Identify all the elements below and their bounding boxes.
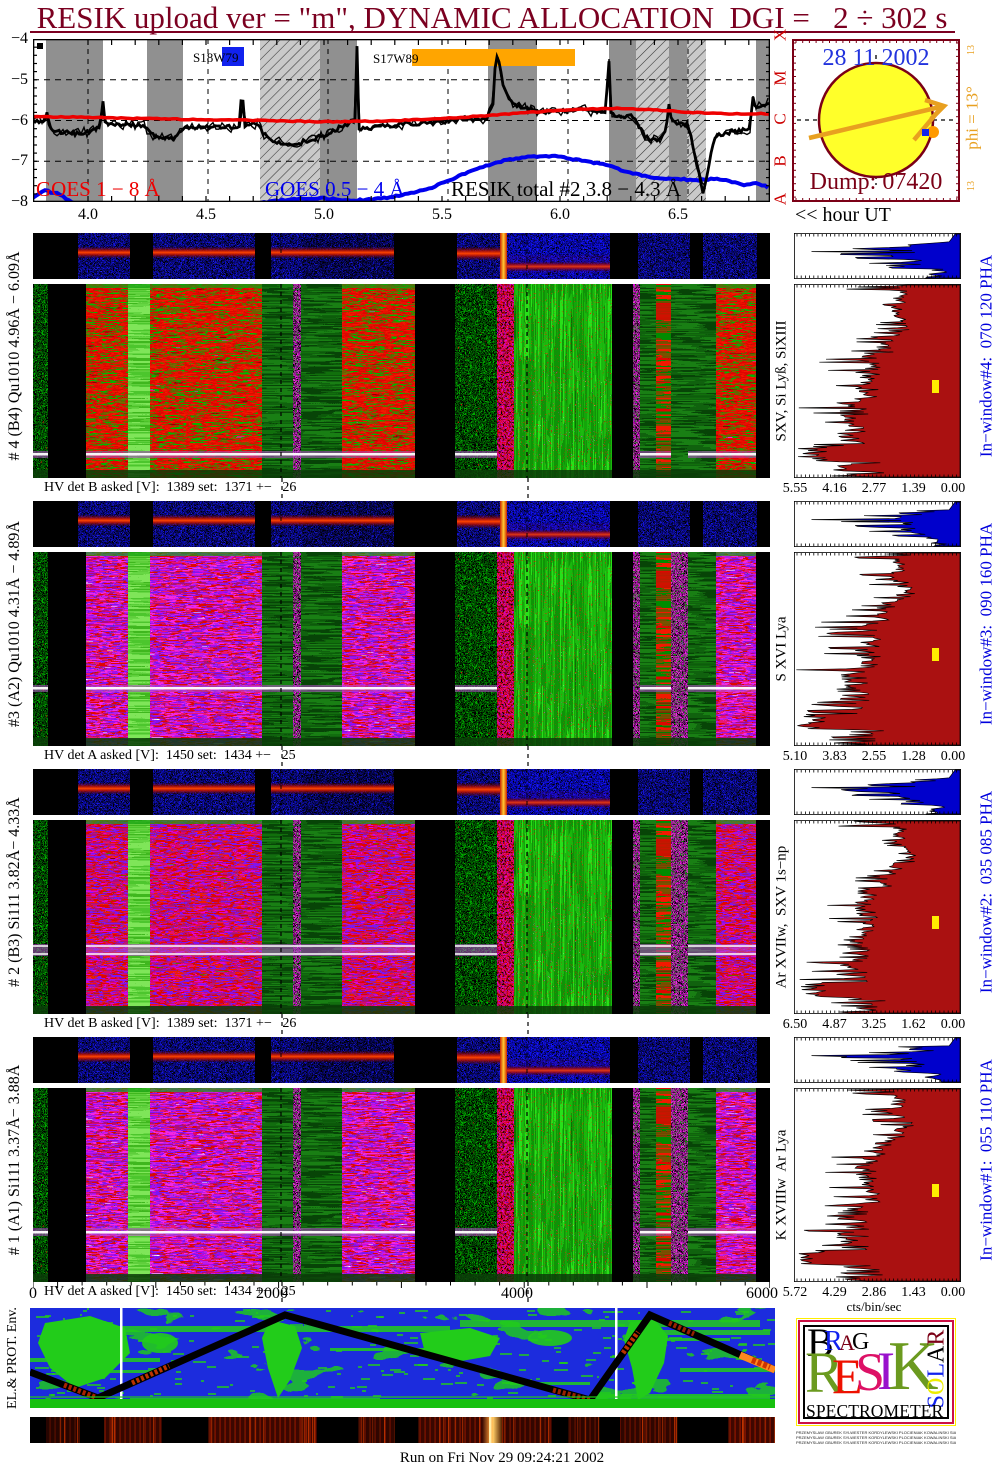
svg-text:28 11 2002: 28 11 2002 — [822, 45, 929, 71]
svg-text:GOES 1 − 8 Å: GOES 1 − 8 Å — [36, 177, 161, 201]
svg-text:Dump: 07420: Dump: 07420 — [810, 169, 943, 195]
svg-text:S18W79: S18W79 — [193, 50, 239, 65]
svg-text:S17W89: S17W89 — [373, 51, 419, 66]
svg-text:RESIK total #2 3.8 − 4.3 Å: RESIK total #2 3.8 − 4.3 Å — [451, 177, 682, 201]
svg-text:GOES 0.5 − 4 Å: GOES 0.5 − 4 Å — [265, 177, 405, 201]
